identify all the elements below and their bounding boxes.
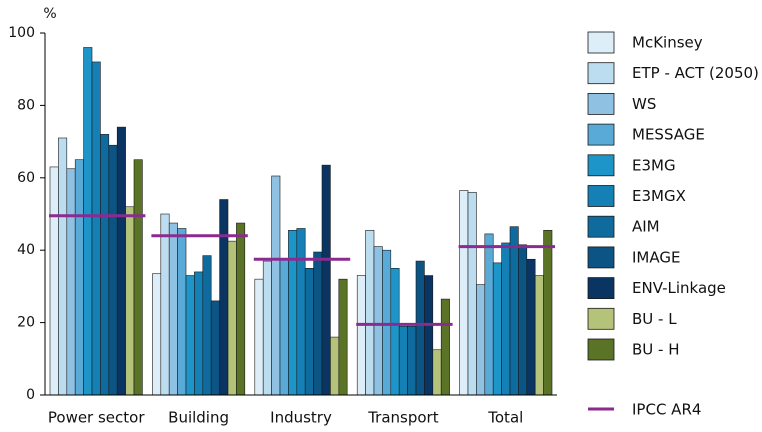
legend-label: E3MGX xyxy=(632,187,686,205)
bar xyxy=(219,199,229,396)
bar xyxy=(526,258,536,396)
legend-label: BU - L xyxy=(632,310,677,328)
bar xyxy=(74,159,84,396)
bar xyxy=(321,164,331,396)
bar xyxy=(271,175,281,396)
bar xyxy=(125,206,135,396)
bar xyxy=(313,251,323,396)
bar xyxy=(168,222,178,396)
bar xyxy=(254,278,264,396)
legend-swatch xyxy=(587,215,615,238)
bar xyxy=(304,267,314,396)
bar xyxy=(58,137,68,396)
x-tick-label: Building xyxy=(168,409,229,427)
bar xyxy=(49,166,59,396)
bar xyxy=(373,246,383,396)
bar xyxy=(356,275,366,396)
bar xyxy=(407,325,417,396)
bar xyxy=(296,228,306,396)
bar xyxy=(415,260,425,396)
bar xyxy=(509,226,519,396)
bar xyxy=(484,233,494,396)
bar xyxy=(501,242,511,396)
bar xyxy=(108,144,118,396)
legend-swatch xyxy=(587,62,615,85)
bar xyxy=(66,168,76,396)
bar xyxy=(236,222,246,396)
legend-label: E3MG xyxy=(632,156,676,174)
bar xyxy=(338,278,348,396)
legend-swatch xyxy=(587,123,615,146)
legend-label: IPCC AR4 xyxy=(632,401,701,419)
bar xyxy=(424,275,434,396)
legend-swatch xyxy=(587,154,615,177)
bar xyxy=(534,275,544,396)
y-tick-label: 20 xyxy=(17,315,35,331)
bar xyxy=(467,191,477,396)
legend-label: MESSAGE xyxy=(632,126,705,144)
legend-swatch xyxy=(587,277,615,300)
bar xyxy=(398,325,408,396)
bar xyxy=(365,229,375,396)
legend-label: IMAGE xyxy=(632,248,680,266)
x-tick-label: Total xyxy=(487,409,523,427)
bar xyxy=(152,273,162,396)
y-axis-label: % xyxy=(43,6,56,22)
legend-label: BU - H xyxy=(632,341,680,359)
bar xyxy=(185,275,195,396)
bar xyxy=(382,249,392,396)
bar xyxy=(492,262,502,396)
y-tick-label: 100 xyxy=(8,25,35,41)
bar xyxy=(194,271,204,396)
bar xyxy=(330,336,340,396)
bar xyxy=(83,47,93,396)
legend-swatch xyxy=(587,338,615,361)
bar xyxy=(476,284,486,396)
legend-label: WS xyxy=(632,95,656,113)
bar xyxy=(116,126,126,396)
legend-label: ETP - ACT (2050) xyxy=(632,64,759,82)
y-tick-label: 40 xyxy=(17,242,35,258)
y-tick-label: 60 xyxy=(17,170,35,186)
legend-swatch xyxy=(587,93,615,115)
bar xyxy=(133,159,143,396)
legend-swatch xyxy=(587,307,615,330)
legend-label: McKinsey xyxy=(632,34,703,52)
bar xyxy=(262,260,272,396)
legend-label: AIM xyxy=(632,218,660,236)
bar xyxy=(279,258,289,396)
legend-swatch xyxy=(587,246,615,269)
y-tick-label: 0 xyxy=(26,387,35,403)
bar xyxy=(210,300,220,396)
bar xyxy=(202,255,212,396)
bar xyxy=(160,213,170,396)
bar xyxy=(543,229,553,396)
legend-label: ENV-Linkage xyxy=(632,279,726,297)
x-tick-label: Industry xyxy=(270,409,332,427)
bar xyxy=(227,240,237,396)
legend-swatch xyxy=(587,31,615,54)
x-tick-label: Power sector xyxy=(48,409,145,427)
legend-swatch xyxy=(587,185,615,207)
bar xyxy=(440,298,450,396)
bar xyxy=(91,61,101,396)
x-tick-label: Transport xyxy=(367,409,439,427)
bar xyxy=(288,229,298,396)
bar xyxy=(459,190,469,396)
bar xyxy=(100,134,110,396)
bar xyxy=(518,244,528,396)
bar xyxy=(390,267,400,396)
y-tick-label: 80 xyxy=(17,97,35,113)
bar xyxy=(432,349,442,396)
bar xyxy=(177,228,187,396)
